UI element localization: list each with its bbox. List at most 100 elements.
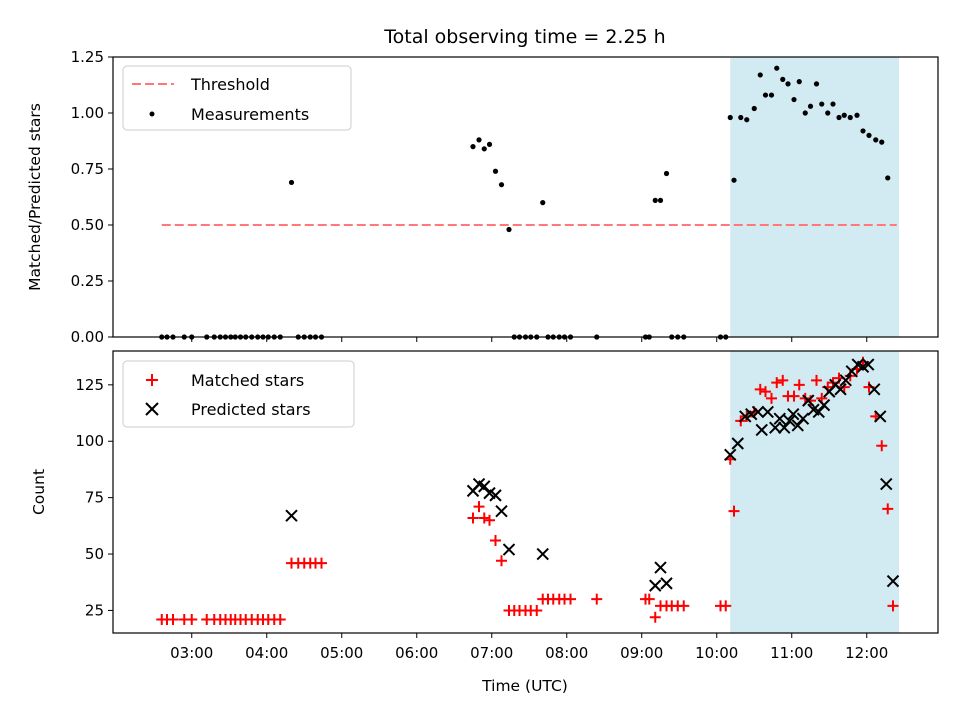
predicted-star-point xyxy=(285,509,298,522)
measurement-point xyxy=(657,197,664,203)
predicted-star-point xyxy=(791,419,804,432)
measurement-point xyxy=(854,112,860,118)
matched-star-point xyxy=(496,555,507,567)
measurement-point xyxy=(836,114,842,121)
measurement-point xyxy=(774,65,780,71)
count-panel: 25 50 75 100 125 03:00 04:00 05:00 06:00 07:00 08… xyxy=(30,350,939,695)
measurement-point xyxy=(540,200,546,206)
measurement-point xyxy=(847,114,853,121)
matched-star-point xyxy=(760,386,771,398)
predicted-star-point xyxy=(489,489,502,502)
matched-star-point xyxy=(490,535,501,547)
matched-star-point xyxy=(882,503,894,515)
matched-star-point xyxy=(728,505,740,517)
matched-star-point xyxy=(793,379,805,391)
predicted-star-point xyxy=(654,561,667,574)
legend-matched-label: Matched stars xyxy=(191,371,304,390)
predicted-star-point xyxy=(886,574,900,588)
measurement-point xyxy=(807,103,814,109)
measurement-point xyxy=(780,76,786,82)
predicted-star-point xyxy=(731,437,744,450)
x-tick-label: 06:00 xyxy=(395,644,438,662)
predicted-star-point xyxy=(761,405,774,419)
predicted-star-point xyxy=(478,480,491,493)
predicted-star-point xyxy=(787,407,800,421)
measurement-point xyxy=(663,170,670,177)
y-tick-label: 1.25 xyxy=(71,48,104,66)
predicted-star-point xyxy=(495,504,508,518)
ratio-y-ticks: 0.00 0.25 0.50 0.75 1.00 1.25 xyxy=(71,48,113,346)
measurement-point xyxy=(841,112,847,118)
matched-star-point xyxy=(591,593,603,605)
x-tick-label: 07:00 xyxy=(470,644,513,662)
measurement-point xyxy=(762,92,769,98)
ratio-axes-frame xyxy=(112,56,939,338)
y-tick-label: 0.75 xyxy=(71,160,104,178)
measurement-point xyxy=(796,79,802,85)
matched-star-point xyxy=(186,613,198,625)
matched-star-point xyxy=(565,593,576,605)
measurement-point xyxy=(866,132,872,138)
legend-predicted-swatch xyxy=(145,402,159,416)
matched-star-point xyxy=(473,501,485,513)
measurement-point xyxy=(506,226,512,233)
count-legend: Matched stars Predicted stars xyxy=(122,360,355,428)
ratio-legend: Threshold Measurements xyxy=(122,65,352,131)
matched-star-point xyxy=(478,512,490,524)
predicted-star-point xyxy=(817,398,831,412)
measurement-point xyxy=(802,110,808,116)
y-tick-label: 25 xyxy=(85,601,104,619)
measurement-point xyxy=(751,105,757,112)
measurement-point xyxy=(738,114,744,121)
predicted-star-point xyxy=(862,358,875,371)
legend-threshold-label: Threshold xyxy=(190,75,270,94)
measurement-point xyxy=(492,168,499,174)
measurement-point xyxy=(470,144,476,150)
y-tick-label: 125 xyxy=(75,376,104,394)
predicted-star-point xyxy=(536,547,549,561)
x-tick-label: 11:00 xyxy=(770,644,813,662)
predicted-star-point xyxy=(839,374,852,387)
x-tick-label: 09:00 xyxy=(620,644,663,662)
measurement-point xyxy=(791,96,797,103)
y-tick-label: 0.50 xyxy=(71,216,104,234)
measurement-point xyxy=(652,197,658,203)
measurement-point xyxy=(731,177,737,183)
count-axes-frame xyxy=(112,350,939,634)
matched-star-point xyxy=(805,395,816,407)
predicted-star-point xyxy=(796,412,810,425)
predicted-star-point xyxy=(724,448,737,461)
matched-star-point xyxy=(876,440,888,452)
measurement-point xyxy=(476,137,482,143)
chart-title: Total observing time = 2.25 h xyxy=(383,26,665,48)
predicted-star-point xyxy=(769,421,782,434)
predicted-star-point xyxy=(834,383,847,396)
measurement-point xyxy=(744,117,750,123)
y-tick-label: 1.00 xyxy=(71,104,104,122)
matched-star-point xyxy=(484,514,495,526)
matched-star-point xyxy=(838,381,850,393)
x-tick-label: 10:00 xyxy=(695,644,738,662)
measurement-point xyxy=(785,81,791,87)
predicted-star-point xyxy=(778,421,791,434)
measurement-point xyxy=(481,146,487,152)
x-axis-label: Time (UTC) xyxy=(481,677,568,695)
x-tick-label: 05:00 xyxy=(320,644,363,662)
predicted-star-point xyxy=(751,405,765,419)
matched-star-point xyxy=(771,377,783,389)
matched-star-point xyxy=(643,593,655,605)
predicted-star-point xyxy=(802,394,815,407)
legend-matched-swatch xyxy=(146,374,158,386)
predicted-star-point xyxy=(874,410,887,423)
measurement-point xyxy=(879,139,885,145)
count-y-ticks: 25 50 75 100 125 xyxy=(75,376,113,619)
matched-star-point xyxy=(741,410,753,422)
y-tick-label: 50 xyxy=(85,545,104,563)
legend-measurements-label: Measurements xyxy=(191,105,309,124)
measurement-point xyxy=(727,114,733,121)
measurement-point xyxy=(825,110,831,116)
matched-star-point xyxy=(678,600,690,612)
y-tick-label: 0.25 xyxy=(71,272,104,290)
matched-star-point xyxy=(274,613,286,625)
